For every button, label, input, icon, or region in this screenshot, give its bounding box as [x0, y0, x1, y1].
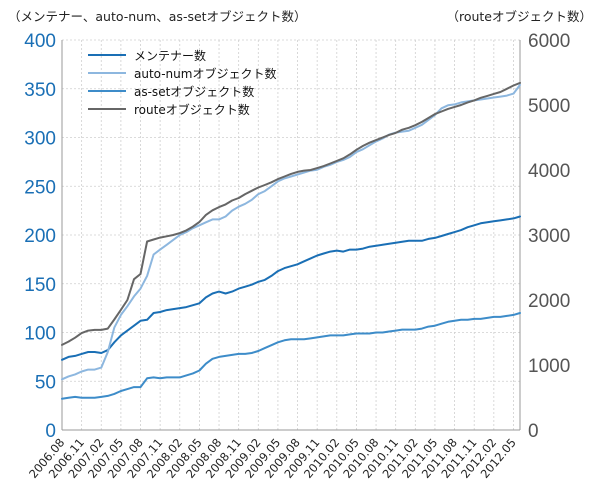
- right-tick-label: 2000: [528, 291, 570, 312]
- left-tick-label: 150: [24, 275, 56, 296]
- legend-item-route: routeオブジェクト数: [88, 100, 276, 118]
- legend-swatch-aut-num: [88, 72, 126, 74]
- left-tick-label: 350: [24, 80, 56, 101]
- legend-label-aut-num: auto-numオブジェクト数: [134, 66, 277, 81]
- legend-label-as-set: as-setオブジェクト数: [134, 84, 255, 99]
- series-line-as-set: [61, 312, 521, 400]
- legend-swatch-route: [88, 108, 126, 110]
- left-tick-label: 300: [24, 129, 56, 150]
- right-tick-label: 3000: [528, 226, 570, 247]
- left-tick-label: 250: [24, 177, 56, 198]
- right-tick-label: 0: [528, 421, 539, 442]
- legend-item-maintainer: メンテナー数: [88, 46, 276, 64]
- left-tick-label: 0: [45, 421, 56, 442]
- legend-label-route: routeオブジェクト数: [134, 102, 250, 117]
- series-line-aut-num: [61, 83, 521, 381]
- chart-legend: メンテナー数 auto-numオブジェクト数 as-setオブジェクト数 rou…: [88, 46, 276, 118]
- left-tick-label: 100: [24, 324, 56, 345]
- legend-item-aut-num: auto-numオブジェクト数: [88, 64, 276, 82]
- legend-item-as-set: as-setオブジェクト数: [88, 82, 276, 100]
- right-tick-label: 6000: [528, 31, 570, 52]
- legend-swatch-as-set: [88, 90, 126, 92]
- right-tick-label: 1000: [528, 356, 570, 377]
- left-tick-label: 400: [24, 31, 56, 52]
- left-tick-label: 200: [24, 226, 56, 247]
- left-tick-label: 50: [35, 372, 56, 393]
- legend-swatch-maintainer: [88, 54, 126, 56]
- right-tick-label: 4000: [528, 161, 570, 182]
- left-axis-title: （メンテナー、auto-num、as-setオブジェクト数）: [8, 9, 307, 24]
- series-line-route: [61, 81, 521, 346]
- series-line-maintainer: [61, 215, 521, 361]
- right-tick-label: 5000: [528, 96, 570, 117]
- right-axis-title: （routeオブジェクト数）: [446, 9, 592, 24]
- legend-label-maintainer: メンテナー数: [134, 48, 207, 63]
